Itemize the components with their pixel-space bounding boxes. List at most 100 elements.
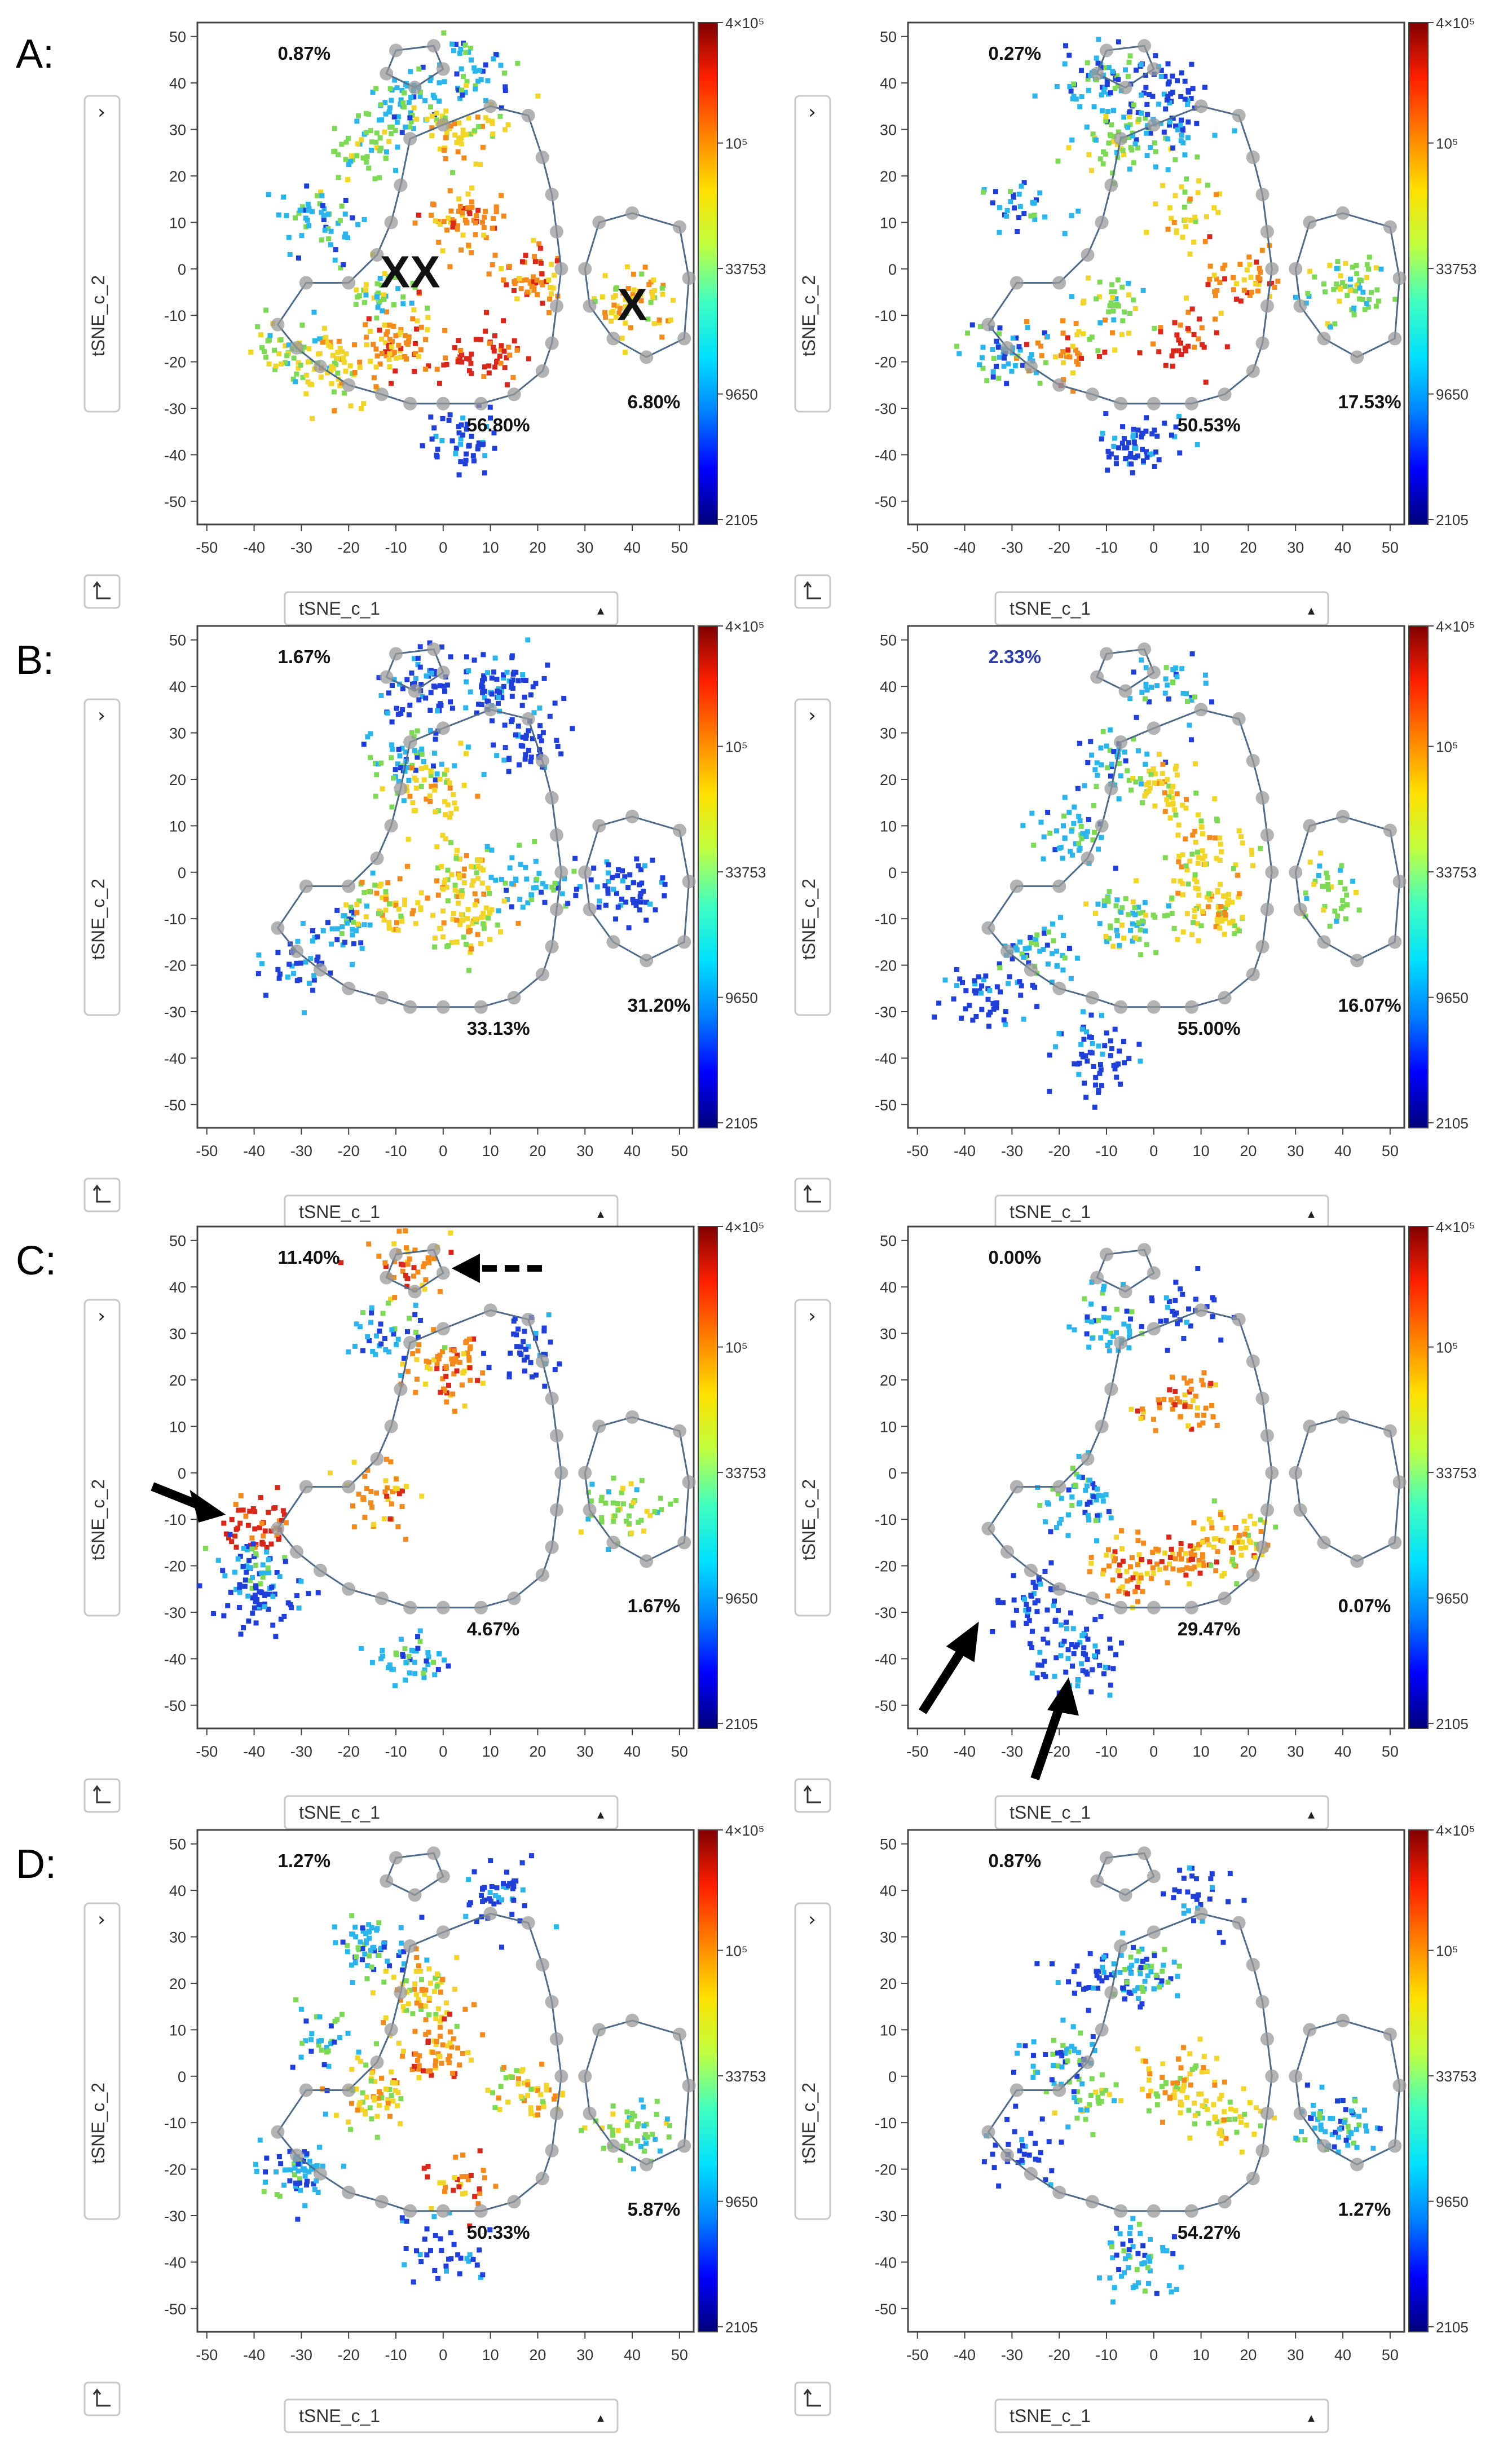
gate-vertex-handle[interactable] xyxy=(1024,1563,1038,1577)
gate-vertex-handle[interactable] xyxy=(299,879,313,893)
gate-vertex-handle[interactable] xyxy=(427,1243,441,1257)
gate-vertex-handle[interactable] xyxy=(474,1000,488,1014)
gate-vertex-handle[interactable] xyxy=(1147,1600,1161,1615)
gate-vertex-handle[interactable] xyxy=(1184,1000,1198,1014)
gate-vertex-handle[interactable] xyxy=(403,396,417,411)
gate-vertex-handle[interactable] xyxy=(1104,1382,1118,1396)
swap-axes-button[interactable] xyxy=(83,1778,121,1813)
gate-vertex-handle[interactable] xyxy=(1218,1591,1232,1605)
gate-vertex-handle[interactable] xyxy=(981,317,995,332)
swap-axes-button[interactable] xyxy=(794,2381,831,2416)
gate-vertex-handle[interactable] xyxy=(370,2056,384,2070)
gate-vertex-handle[interactable] xyxy=(549,1428,563,1443)
gate-vertex-handle[interactable] xyxy=(592,2023,606,2037)
gate-vertex-handle[interactable] xyxy=(1289,865,1303,879)
gate-vertex-handle[interactable] xyxy=(554,262,568,276)
y-axis-dropdown[interactable] xyxy=(83,1299,121,1617)
gate-vertex-handle[interactable] xyxy=(1081,248,1095,262)
swap-axes-button[interactable] xyxy=(83,1177,121,1212)
gate-vertex-handle[interactable] xyxy=(507,387,521,402)
gate-vertex-handle[interactable] xyxy=(606,332,620,346)
gate-vertex-handle[interactable] xyxy=(1255,939,1269,954)
gate-vertex-handle[interactable] xyxy=(389,647,403,661)
gate-vertex-handle[interactable] xyxy=(640,954,654,968)
gate-vertex-handle[interactable] xyxy=(1000,944,1014,958)
gate-vertex-handle[interactable] xyxy=(1114,1600,1128,1615)
gate-vertex-handle[interactable] xyxy=(403,1000,417,1014)
gate-vertex-handle[interactable] xyxy=(1255,791,1269,805)
gate-vertex-handle[interactable] xyxy=(549,224,563,239)
gate-vertex-handle[interactable] xyxy=(554,2069,568,2083)
gate-vertex-handle[interactable] xyxy=(554,1466,568,1480)
gate-right[interactable] xyxy=(584,212,690,358)
gate-vertex-handle[interactable] xyxy=(313,2167,327,2181)
gate-vertex-handle[interactable] xyxy=(535,1354,549,1368)
gate-vertex-handle[interactable] xyxy=(640,350,654,364)
gate-vertex-handle[interactable] xyxy=(1260,902,1274,916)
gate-right[interactable] xyxy=(584,1416,690,1562)
gate-vertex-handle[interactable] xyxy=(436,665,450,680)
y-axis-dropdown[interactable] xyxy=(794,1299,831,1617)
gate-vertex-handle[interactable] xyxy=(342,879,356,893)
gate-vertex-handle[interactable] xyxy=(403,1336,417,1350)
gate-vertex-handle[interactable] xyxy=(1317,332,1331,346)
gate-vertex-handle[interactable] xyxy=(436,1869,450,1884)
gate-vertex-handle[interactable] xyxy=(436,721,450,735)
gate-vertex-handle[interactable] xyxy=(1118,81,1132,95)
gate-right[interactable] xyxy=(1294,212,1401,358)
gate-vertex-handle[interactable] xyxy=(1336,1410,1350,1424)
gate-vertex-handle[interactable] xyxy=(1336,206,1350,220)
gate-vertex-handle[interactable] xyxy=(606,935,620,949)
gate-vertex-handle[interactable] xyxy=(290,944,303,958)
gate-vertex-handle[interactable] xyxy=(271,317,285,332)
gate-vertex-handle[interactable] xyxy=(436,62,450,76)
gate-vertex-handle[interactable] xyxy=(394,178,408,192)
gate-vertex-handle[interactable] xyxy=(389,1247,403,1262)
gate-vertex-handle[interactable] xyxy=(1255,1391,1269,1405)
gate-vertex-handle[interactable] xyxy=(483,1907,497,1921)
gate-vertex-handle[interactable] xyxy=(1255,187,1269,201)
gate-vertex-handle[interactable] xyxy=(403,1939,417,1953)
gate-vertex-handle[interactable] xyxy=(535,968,549,982)
gate-vertex-handle[interactable] xyxy=(408,1285,422,1299)
gate-vertex-handle[interactable] xyxy=(672,220,686,234)
x-axis-dropdown[interactable] xyxy=(284,1795,619,1830)
gate-vertex-handle[interactable] xyxy=(507,2195,521,2209)
gate-vertex-handle[interactable] xyxy=(403,1600,417,1615)
gate-vertex-handle[interactable] xyxy=(1388,332,1402,346)
gate-vertex-handle[interactable] xyxy=(625,206,640,220)
gate-vertex-handle[interactable] xyxy=(535,753,549,768)
x-axis-dropdown[interactable] xyxy=(994,1795,1329,1830)
gate-vertex-handle[interactable] xyxy=(625,809,640,823)
gate-vertex-handle[interactable] xyxy=(1218,387,1232,402)
gate-vertex-handle[interactable] xyxy=(384,1419,398,1433)
gate-right[interactable] xyxy=(1294,815,1401,961)
gate-vertex-handle[interactable] xyxy=(545,1540,559,1554)
gate-vertex-handle[interactable] xyxy=(483,703,497,717)
gate-vertex-handle[interactable] xyxy=(403,132,417,146)
gate-vertex-handle[interactable] xyxy=(1090,1271,1104,1285)
gate-vertex-handle[interactable] xyxy=(549,1503,563,1517)
gate-vertex-handle[interactable] xyxy=(545,187,559,201)
gate-vertex-handle[interactable] xyxy=(1317,935,1331,949)
gate-vertex-handle[interactable] xyxy=(290,1545,303,1559)
gate-vertex-handle[interactable] xyxy=(1114,1336,1128,1350)
swap-axes-button[interactable] xyxy=(794,1778,831,1813)
gate-vertex-handle[interactable] xyxy=(535,1957,549,1971)
gate-vertex-handle[interactable] xyxy=(290,2148,303,2162)
swap-axes-button[interactable] xyxy=(794,574,831,609)
gate-vertex-handle[interactable] xyxy=(1114,735,1128,749)
gate-vertex-handle[interactable] xyxy=(408,81,422,95)
gate-vertex-handle[interactable] xyxy=(299,1480,313,1494)
gate-vertex-handle[interactable] xyxy=(521,1916,535,1930)
gate-vertex-handle[interactable] xyxy=(1000,1545,1014,1559)
gate-vertex-handle[interactable] xyxy=(1104,782,1118,796)
gate-vertex-handle[interactable] xyxy=(408,684,422,698)
gate-vertex-handle[interactable] xyxy=(1218,991,1232,1005)
gate-vertex-handle[interactable] xyxy=(1232,108,1246,122)
gate-vertex-handle[interactable] xyxy=(578,1466,592,1480)
gate-vertex-handle[interactable] xyxy=(545,791,559,805)
gate-vertex-handle[interactable] xyxy=(583,2106,597,2120)
gate-vertex-handle[interactable] xyxy=(474,2204,488,2218)
gate-vertex-handle[interactable] xyxy=(1336,809,1350,823)
